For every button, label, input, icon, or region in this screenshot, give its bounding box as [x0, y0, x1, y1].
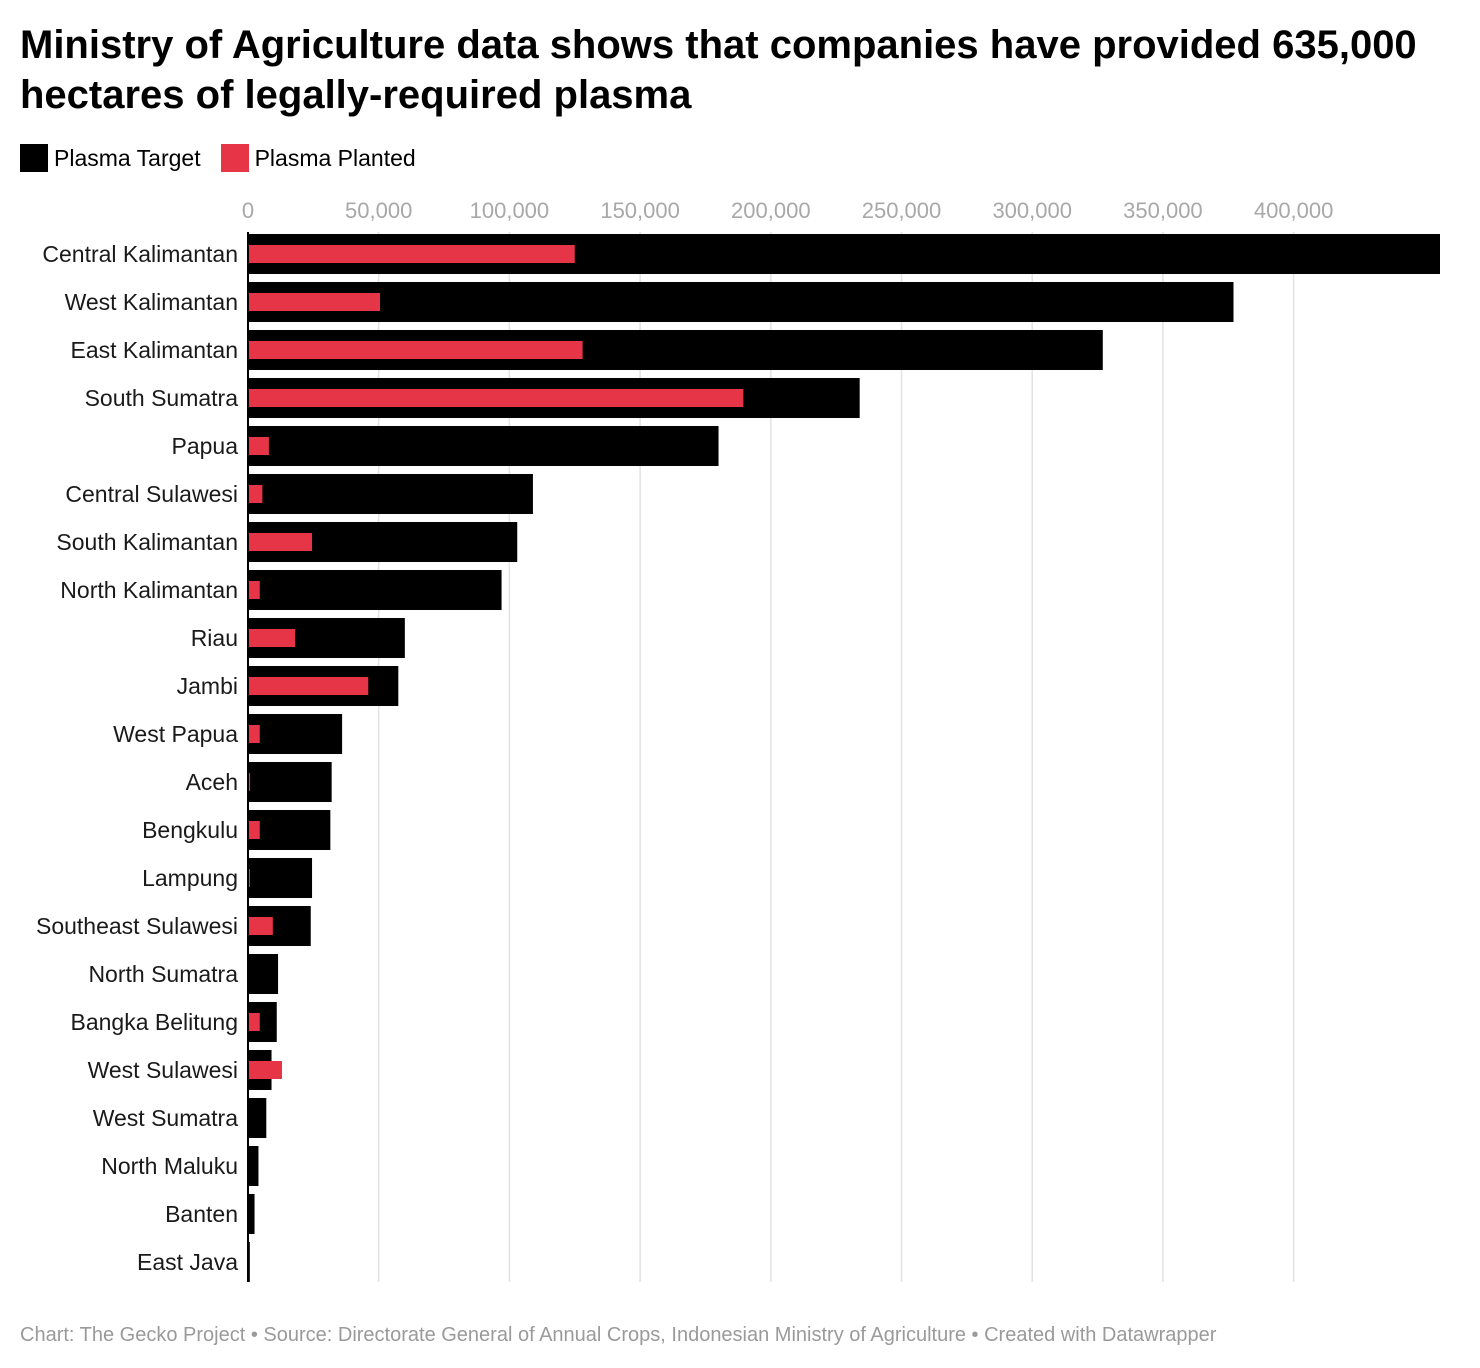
- bar-planted: [248, 821, 260, 839]
- bar-target: [248, 810, 331, 850]
- legend-item-planted: Plasma Planted: [220, 144, 416, 172]
- bar-planted: [248, 581, 260, 599]
- bar-target: [248, 1098, 267, 1138]
- x-tick-label: 300,000: [992, 198, 1072, 223]
- bar-planted: [248, 1061, 282, 1079]
- legend-label-planted: Plasma Planted: [254, 145, 416, 171]
- bar-planted: [248, 629, 296, 647]
- bar-planted: [248, 437, 269, 455]
- bars: [248, 234, 1440, 1282]
- chart-title: Ministry of Agriculture data shows that …: [20, 23, 1417, 117]
- category-label: Central Kalimantan: [42, 241, 238, 267]
- bar-target: [248, 474, 533, 514]
- category-label: Bengkulu: [142, 817, 238, 843]
- category-label: Aceh: [186, 769, 238, 795]
- legend-swatch-target: [20, 144, 48, 172]
- bar-target: [248, 858, 313, 898]
- category-label: Papua: [171, 433, 238, 459]
- bar-target: [248, 954, 279, 994]
- category-label: Lampung: [142, 865, 238, 891]
- category-label: South Kalimantan: [56, 529, 238, 555]
- bar-planted: [248, 341, 583, 359]
- bar-planted: [248, 773, 251, 791]
- bar-chart: 0 50,000 100,000 150,000 200,000 250,000 300,0…: [36, 198, 1440, 1282]
- bar-target: [248, 426, 719, 466]
- x-tick-label: 50,000: [345, 198, 412, 223]
- bar-target: [248, 570, 502, 610]
- legend-swatch-planted: [220, 144, 249, 172]
- category-label: West Sumatra: [93, 1105, 238, 1131]
- x-tick-label: 150,000: [600, 198, 680, 223]
- legend-label-target: Plasma Target: [54, 145, 201, 171]
- bar-planted: [248, 725, 260, 743]
- bar-target: [248, 714, 343, 754]
- bar-planted: [248, 533, 313, 551]
- category-label: Southeast Sulawesi: [36, 913, 238, 939]
- category-label: Central Sulawesi: [65, 481, 238, 507]
- bar-planted: [248, 677, 369, 695]
- category-label: South Sumatra: [85, 385, 239, 411]
- bar-target: [248, 282, 1234, 322]
- x-tick-label: 100,000: [470, 198, 550, 223]
- legend-item-target: Plasma Target: [20, 144, 201, 172]
- category-label: North Kalimantan: [60, 577, 238, 603]
- bar-target: [248, 762, 332, 802]
- x-tick-label: 0: [242, 198, 254, 223]
- x-tick-label: 350,000: [1123, 198, 1203, 223]
- category-labels: Central Kalimantan West Kalimantan East Ka…: [36, 241, 238, 1275]
- category-label: East Kalimantan: [71, 337, 238, 363]
- bar-planted: [248, 389, 744, 407]
- category-label: Jambi: [177, 673, 238, 699]
- x-tick-label: 200,000: [731, 198, 811, 223]
- category-label: Riau: [191, 625, 238, 651]
- x-tick-label: 250,000: [862, 198, 942, 223]
- legend: Plasma Target Plasma Planted: [20, 144, 436, 172]
- bar-planted: [248, 245, 575, 263]
- bar-target: [248, 1194, 255, 1234]
- category-label: West Kalimantan: [65, 289, 238, 315]
- category-label: West Papua: [113, 721, 238, 747]
- x-tick-label: 400,000: [1254, 198, 1334, 223]
- category-label: North Maluku: [101, 1153, 238, 1179]
- category-label: Banten: [165, 1201, 238, 1227]
- category-label: North Sumatra: [88, 961, 238, 987]
- bar-planted: [248, 1013, 260, 1031]
- category-label: West Sulawesi: [88, 1057, 238, 1083]
- bar-planted: [248, 485, 263, 503]
- category-label: East Java: [137, 1249, 238, 1275]
- x-axis-ticks: 0 50,000 100,000 150,000 200,000 250,000 300,0…: [242, 198, 1334, 223]
- bar-planted: [248, 293, 381, 311]
- source-note: Chart: The Gecko Project • Source: Direc…: [20, 1324, 1217, 1346]
- category-label: Bangka Belitung: [70, 1009, 238, 1035]
- bar-planted: [248, 917, 273, 935]
- bar-target: [248, 1146, 259, 1186]
